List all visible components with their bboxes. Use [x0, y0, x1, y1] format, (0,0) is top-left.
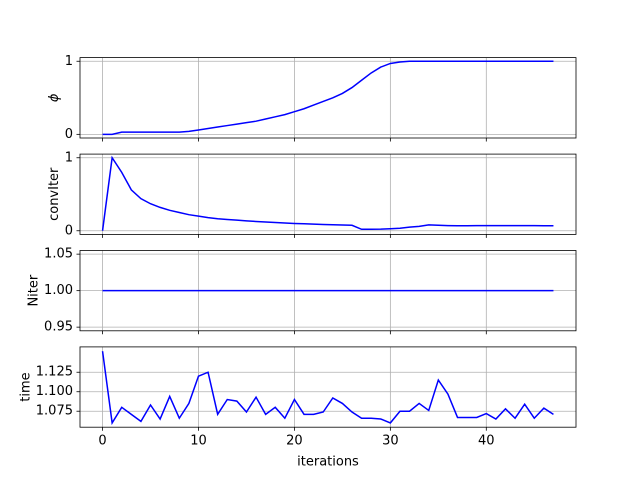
y-tick-label: 1 [65, 54, 73, 69]
x-tick-label: 0 [98, 434, 106, 449]
y-tick-label: 1.05 [44, 247, 73, 262]
x-tick-label: 30 [382, 434, 399, 449]
y-axis-label: convIter [47, 167, 62, 221]
y-tick-label: 1.00 [44, 283, 73, 298]
data-line [102, 60, 554, 136]
y-tick-label: 0.95 [44, 320, 73, 335]
axes-frame [79, 346, 577, 428]
x-tick-label: 20 [286, 434, 303, 449]
x-axis-label: iterations [297, 455, 359, 470]
y-axis-label: time [18, 372, 33, 401]
data-line [101, 155, 554, 231]
axes-frame [79, 250, 577, 332]
y-tick-label: 0 [65, 223, 73, 238]
y-tick-label: 1.075 [36, 404, 73, 419]
y-tick-label: 1.100 [36, 384, 73, 399]
y-axis-label: Niter [27, 274, 42, 306]
y-axis-label: ϕ [47, 93, 62, 102]
y-tick-label: 1 [65, 150, 73, 165]
y-tick-label: 1.125 [36, 365, 73, 380]
x-tick-label: 40 [478, 434, 495, 449]
y-tick-label: 0 [65, 127, 73, 142]
x-tick-label: 10 [190, 434, 207, 449]
axes-frame [79, 57, 577, 139]
data-line [101, 351, 554, 426]
axes-frame [79, 153, 577, 235]
